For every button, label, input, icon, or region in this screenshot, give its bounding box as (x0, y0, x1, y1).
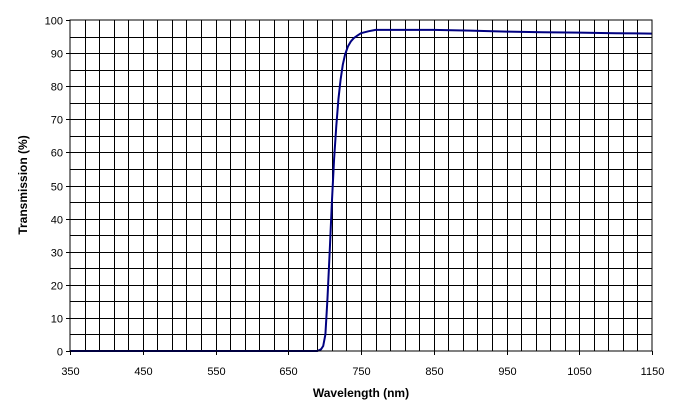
x-tick-label: 350 (61, 366, 79, 378)
x-axis-title: Wavelength (nm) (313, 386, 409, 400)
series-line (70, 28, 653, 352)
y-tick-label: 100 (45, 16, 63, 28)
y-tick-label: 30 (51, 248, 63, 260)
x-tick-label: 850 (425, 366, 443, 378)
y-tick-label: 0 (57, 347, 63, 359)
y-tick-label: 60 (51, 148, 63, 160)
x-axis-ticks: 350 450 550 650 750 850 950 1050 1150 (61, 351, 664, 378)
y-axis-title: Transmission (%) (16, 135, 30, 234)
y-tick-label: 80 (51, 82, 63, 94)
line-layer (70, 28, 653, 352)
x-tick-label: 650 (279, 366, 297, 378)
y-tick-label: 20 (51, 281, 63, 293)
x-tick-label: 950 (498, 366, 516, 378)
y-tick-label: 40 (51, 215, 63, 227)
y-axis-ticks: 0 10 20 30 40 50 60 70 80 90 100 (45, 16, 70, 359)
y-tick-label: 10 (51, 314, 63, 326)
x-tick-label: 550 (207, 366, 225, 378)
x-tick-label: 1050 (567, 366, 591, 378)
grid-layer (70, 20, 652, 351)
x-tick-label: 750 (352, 366, 370, 378)
y-tick-label: 50 (51, 182, 63, 194)
y-tick-label: 90 (51, 49, 63, 61)
x-tick-label: 450 (134, 366, 152, 378)
x-tick-label: 1150 (641, 366, 665, 378)
y-tick-label: 70 (51, 115, 63, 127)
